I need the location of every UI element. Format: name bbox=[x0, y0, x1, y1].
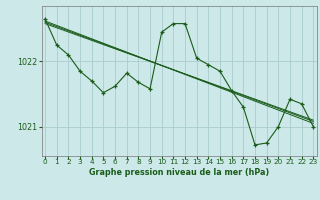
X-axis label: Graphe pression niveau de la mer (hPa): Graphe pression niveau de la mer (hPa) bbox=[89, 168, 269, 177]
